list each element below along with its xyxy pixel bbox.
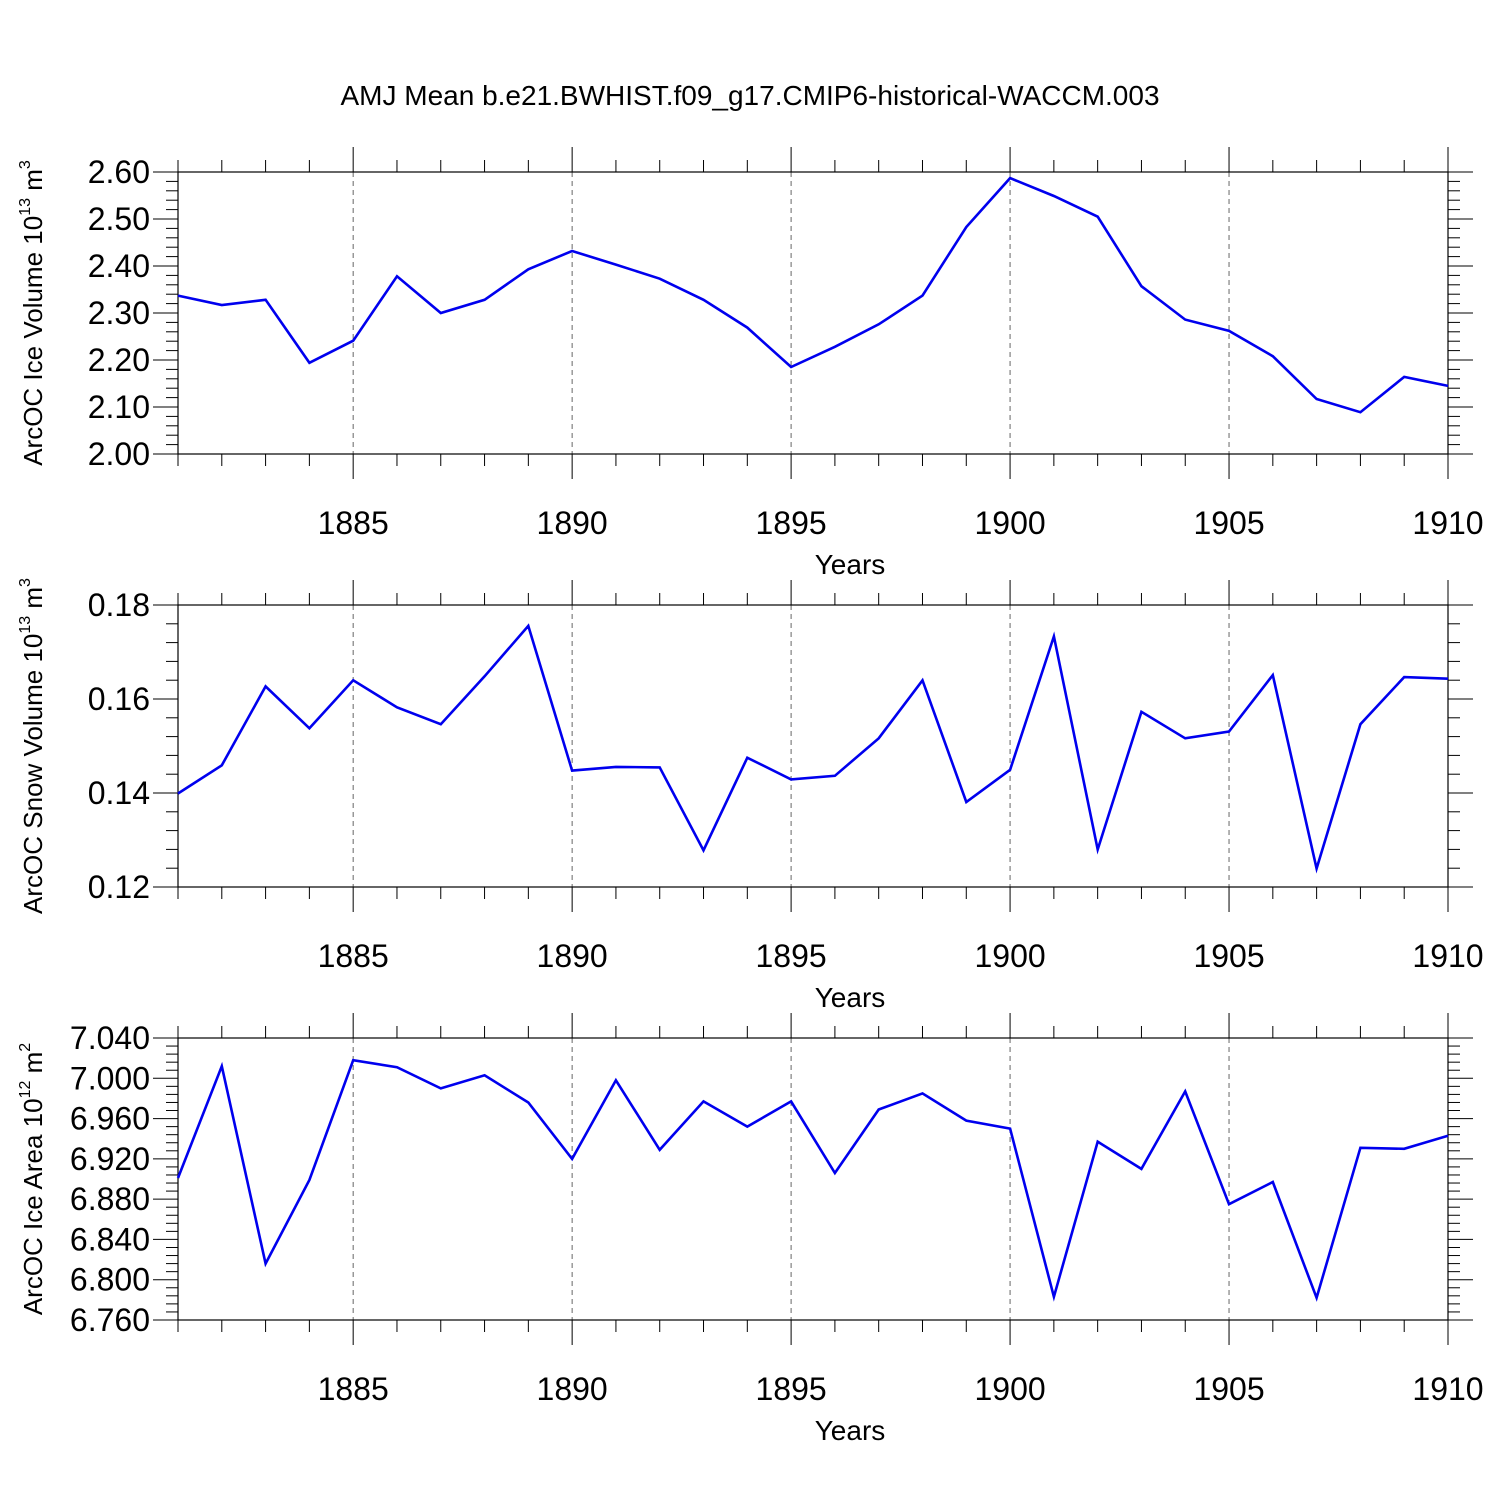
y-axis-label: ArcOC Ice Area 1012 m2	[17, 1043, 48, 1315]
y-tick-label: 6.920	[70, 1141, 150, 1177]
x-tick-label: 1910	[1412, 938, 1483, 974]
panel-3: 1885 1890 1895 1900 1905 1910 Years 6.760 6.800 6…	[17, 1013, 1484, 1446]
plot-frame	[177, 604, 1449, 888]
y-tick-label: 6.960	[70, 1101, 150, 1137]
x-axis-label: Years	[815, 1415, 886, 1446]
plot-frame	[177, 1037, 1449, 1321]
y-tick-label: 2.20	[88, 342, 150, 378]
x-tick-label: 1900	[974, 938, 1045, 974]
y-tick-label: 7.000	[70, 1060, 150, 1096]
y-tick-label: 6.760	[70, 1302, 150, 1338]
panel-1: 1885 1890 1895 1900 1905 1910 Years 2.00 2.10 2.2…	[17, 147, 1484, 580]
x-axis-label: Years	[815, 549, 886, 580]
x-tick-label: 1905	[1193, 1371, 1264, 1407]
y-label-exponent: 13	[17, 616, 34, 634]
y-tick-label: 2.10	[88, 389, 150, 425]
x-tick-label: 1905	[1193, 505, 1264, 541]
y-label-main: ArcOC Ice Volume 10	[18, 216, 48, 466]
y-label-exponent: 12	[17, 1081, 34, 1099]
x-axis-label: Years	[815, 982, 886, 1013]
plot-frame	[177, 171, 1449, 455]
x-tick-label: 1910	[1412, 1371, 1483, 1407]
x-tick-label: 1890	[537, 505, 608, 541]
y-tick-label: 2.60	[88, 154, 150, 190]
y-tick-label: 6.800	[70, 1262, 150, 1298]
x-tick-label: 1900	[974, 505, 1045, 541]
y-tick-label: 2.40	[88, 248, 150, 284]
y-tick-label: 7.040	[70, 1020, 150, 1056]
x-tick-label: 1885	[318, 505, 389, 541]
x-tick-label: 1885	[318, 1371, 389, 1407]
figure-title: AMJ Mean b.e21.BWHIST.f09_g17.CMIP6-hist…	[340, 80, 1159, 111]
y-tick-label: 6.840	[70, 1221, 150, 1257]
x-tick-label: 1910	[1412, 505, 1483, 541]
y-label-unit-exponent: 3	[17, 160, 34, 169]
x-tick-label: 1890	[537, 938, 608, 974]
x-tick-label: 1905	[1193, 938, 1264, 974]
y-label-unit: m	[18, 169, 48, 198]
y-tick-label: 0.16	[88, 681, 150, 717]
series-line	[177, 623, 1449, 874]
y-label-unit: m	[18, 1052, 48, 1081]
y-label-unit-exponent: 2	[17, 1043, 34, 1052]
x-tick-label: 1885	[318, 938, 389, 974]
y-tick-label: 0.18	[88, 587, 150, 623]
y-tick-label: 2.50	[88, 201, 150, 237]
y-label-unit: m	[18, 587, 48, 616]
y-tick-label: 6.880	[70, 1181, 150, 1217]
x-tick-label: 1895	[756, 938, 827, 974]
series-line	[177, 176, 1449, 414]
y-label-unit-exponent: 3	[17, 578, 34, 587]
x-tick-label: 1900	[974, 1371, 1045, 1407]
series-line	[176, 1058, 1449, 1302]
panels: 1885 1890 1895 1900 1905 1910 Years 2.00 2.10 2.2…	[17, 147, 1484, 1446]
panel-2: 1885 1890 1895 1900 1905 1910 Years 0.12 0.14 0.1…	[17, 578, 1484, 1013]
x-tick-label: 1890	[537, 1371, 608, 1407]
y-tick-label: 0.14	[88, 775, 150, 811]
y-tick-label: 0.12	[88, 869, 150, 905]
x-tick-label: 1895	[756, 505, 827, 541]
y-axis-label: ArcOC Ice Volume 1013 m3	[17, 160, 48, 466]
y-label-main: ArcOC Snow Volume 10	[18, 634, 48, 914]
x-tick-label: 1895	[756, 1371, 827, 1407]
y-label-main: ArcOC Ice Area 10	[18, 1098, 48, 1315]
y-label-exponent: 13	[17, 198, 34, 216]
y-axis-label: ArcOC Snow Volume 1013 m3	[17, 578, 48, 914]
y-tick-label: 2.00	[88, 436, 150, 472]
y-tick-label: 2.30	[88, 295, 150, 331]
